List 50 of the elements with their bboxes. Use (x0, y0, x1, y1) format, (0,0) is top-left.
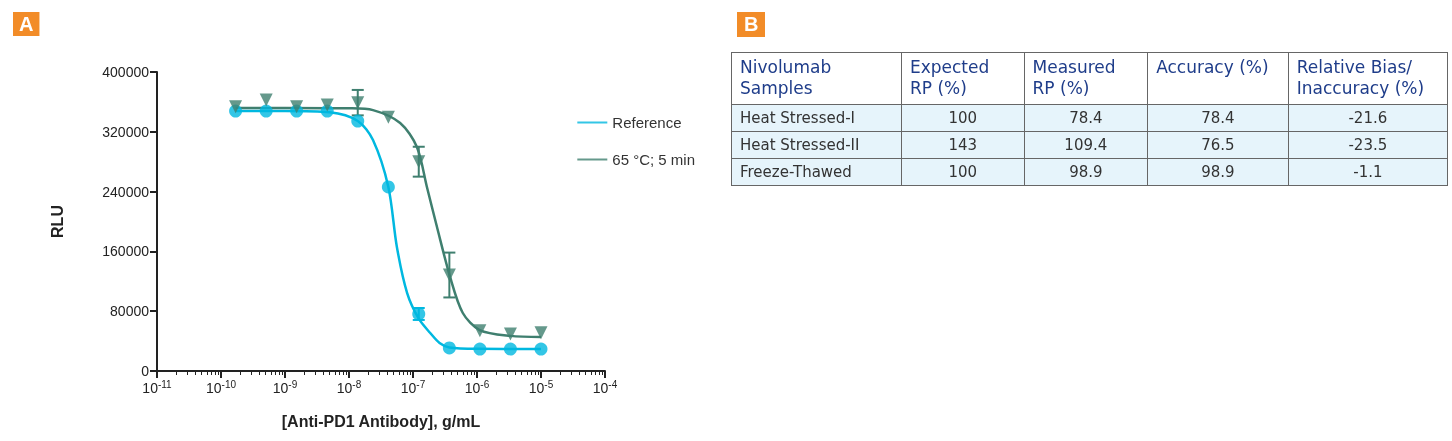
x-axis-title: [Anti-PD1 Antibody], g/mL (281, 412, 481, 430)
legend-label: Reference (612, 114, 682, 131)
category-label: Nivolumab Samples (731, 52, 902, 104)
text: 98.9 (1201, 162, 1235, 181)
point (442, 341, 456, 355)
category-label: Expected RP (%) (901, 52, 1025, 104)
text: 100 (948, 162, 978, 181)
text: B (737, 12, 766, 37)
text: 78.4 (1201, 108, 1235, 127)
category-label: Relative Bias/ Inaccuracy (%) (1288, 52, 1448, 104)
y-tick-label: 160000 (102, 243, 150, 260)
y-tick-label: 240000 (102, 183, 150, 200)
point (534, 342, 548, 356)
text: 78.4 (1069, 108, 1103, 127)
point (351, 114, 365, 128)
text: -23.5 (1348, 135, 1388, 154)
text: 109.4 (1064, 135, 1108, 154)
point (259, 93, 273, 107)
point (534, 326, 548, 340)
category-label: Heat Stressed-II (740, 135, 860, 154)
point (351, 96, 365, 110)
category-label: Accuracy (%) (1147, 52, 1289, 104)
text: 100 (948, 108, 978, 127)
y-tick-label: 80000 (110, 303, 150, 320)
point (442, 268, 456, 282)
category-label: Heat Stressed-I (740, 108, 856, 127)
text: -1.1 (1353, 162, 1383, 181)
category-label: Measured RP (%) (1024, 52, 1148, 104)
point (473, 342, 487, 356)
point (473, 324, 487, 338)
y-tick-label: 320000 (102, 123, 150, 140)
point (381, 110, 395, 124)
point (503, 327, 517, 341)
y-axis-title: RLU (48, 205, 66, 238)
point (290, 100, 304, 114)
text: -21.6 (1348, 108, 1388, 127)
chart-title: A (19, 13, 34, 35)
text: 76.5 (1201, 135, 1235, 154)
point (412, 155, 426, 169)
point (320, 98, 334, 112)
point (381, 180, 395, 194)
legend-label: 65 °C; 5 min (612, 151, 696, 168)
point (503, 342, 517, 356)
point (229, 100, 243, 114)
y-tick-label: 400000 (102, 64, 150, 80)
text: 98.9 (1069, 162, 1103, 181)
point (259, 104, 273, 118)
text: 143 (948, 135, 978, 154)
category-label: Freeze-Thawed (740, 162, 852, 181)
y-tick-label: 0 (141, 363, 150, 379)
